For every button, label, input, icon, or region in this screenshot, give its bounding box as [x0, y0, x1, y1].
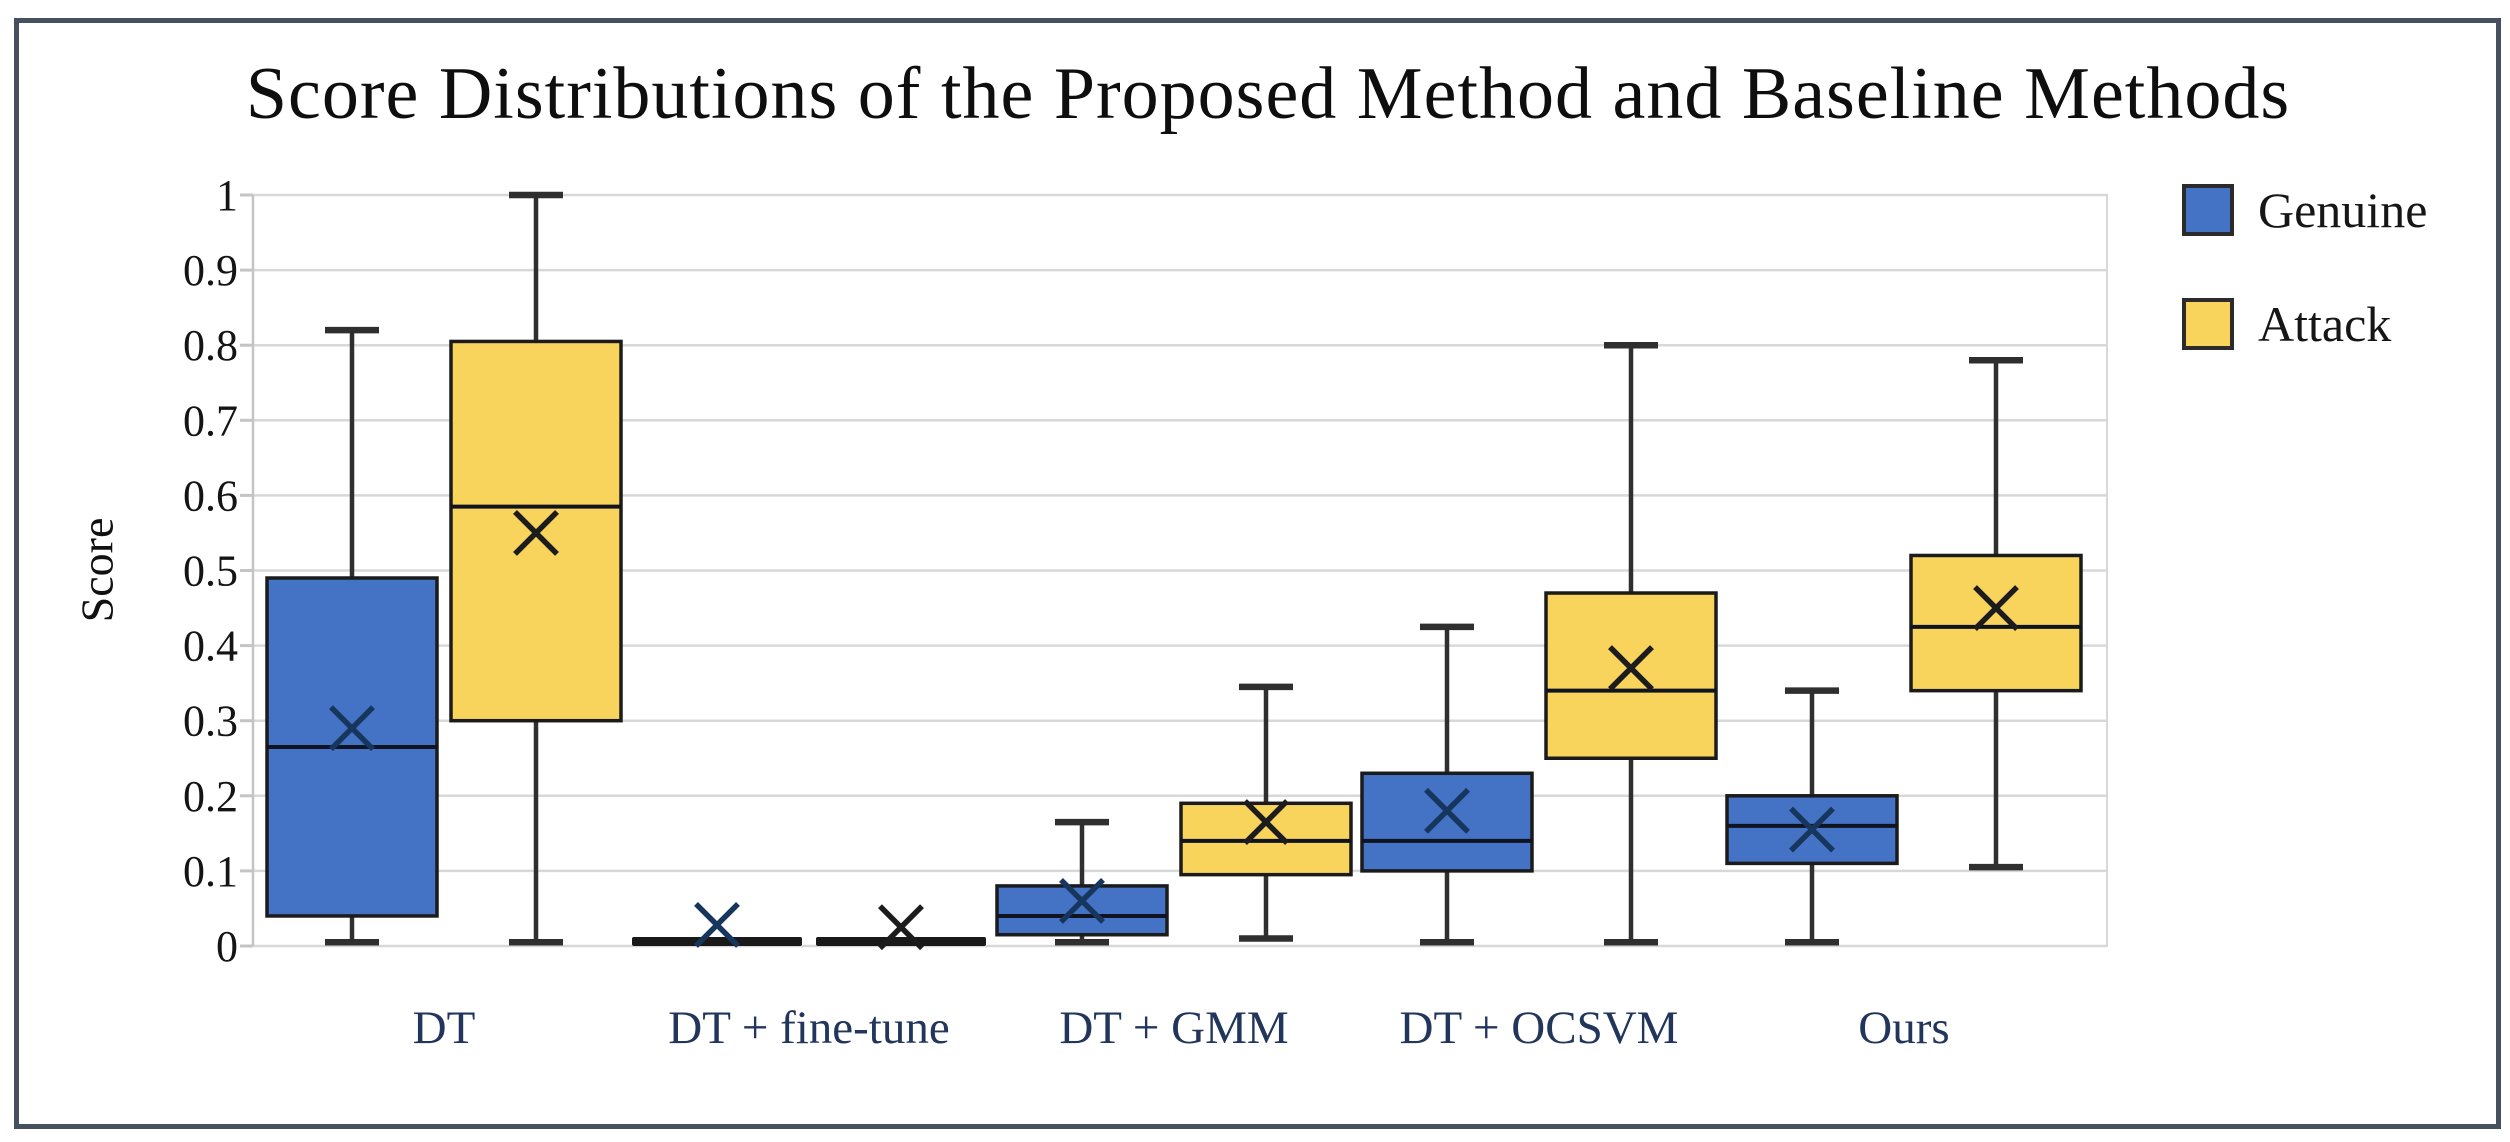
chart-title: Score Distributions of the Proposed Meth… — [245, 53, 2291, 135]
box-attack-dt---ocsvm-iqr-box — [1544, 591, 1718, 761]
box-attack-ours-iqr-box — [1909, 553, 2083, 693]
box-genuine-dt---fine-tune-collapsed-bar — [632, 936, 802, 946]
genuine-color-swatch — [2182, 184, 2234, 236]
y-tick-label-0.1: 0.1 — [183, 847, 238, 896]
y-tick-label-0: 0 — [216, 922, 238, 971]
box-genuine-dt---gmm-mean-marker — [1059, 877, 1105, 924]
box-attack-dt---gmm-mean-marker — [1243, 799, 1289, 846]
y-tick-label-0.9: 0.9 — [183, 246, 238, 295]
y-tick-label-0.2: 0.2 — [183, 772, 238, 821]
x-category-label-ours: Ours — [1858, 1002, 1949, 1054]
box-genuine-dt---fine-tune-mean-marker — [694, 902, 740, 948]
box-attack-dt---fine-tune-collapsed-bar — [816, 936, 986, 946]
chart-legend: Genuine Attack — [2182, 181, 2427, 409]
x-category-label-dt---ocsvm: DT + OCSVM — [1400, 1002, 1679, 1054]
y-tick-label-0.6: 0.6 — [183, 471, 238, 520]
x-category-label-dt---fine-tune: DT + fine-tune — [668, 1002, 949, 1054]
box-attack-dt-mean-marker — [513, 510, 559, 556]
box-attack-dt---ocsvm-mean-marker — [1608, 645, 1654, 692]
y-tick-label-0.7: 0.7 — [183, 396, 238, 445]
x-category-label-dt---gmm: DT + GMM — [1059, 1002, 1288, 1054]
box-genuine-dt---ocsvm-iqr-box — [1360, 771, 1534, 873]
attack-color-swatch — [2182, 298, 2234, 350]
y-tick-label-0.3: 0.3 — [183, 697, 238, 746]
y-tick-label-1: 1 — [216, 171, 238, 220]
box-genuine-dt-mean-marker — [329, 705, 375, 752]
y-tick-label-0.8: 0.8 — [183, 321, 238, 370]
x-category-label-dt: DT — [413, 1002, 476, 1054]
legend-item-attack: Attack — [2182, 295, 2427, 353]
y-tick-label-0.5: 0.5 — [183, 547, 238, 596]
box-genuine-dt---ocsvm-mean-marker — [1424, 787, 1470, 834]
box-genuine-dt---gmm-iqr-box — [995, 884, 1169, 937]
y-tick-label-0.4: 0.4 — [183, 622, 238, 671]
box-attack-dt---fine-tune-mean-marker — [878, 904, 924, 951]
legend-label-genuine: Genuine — [2258, 182, 2428, 238]
box-genuine-ours-mean-marker — [1789, 806, 1835, 853]
legend-label-attack: Attack — [2258, 296, 2392, 352]
legend-item-genuine: Genuine — [2182, 181, 2427, 239]
box-attack-ours-mean-marker — [1973, 585, 2019, 631]
